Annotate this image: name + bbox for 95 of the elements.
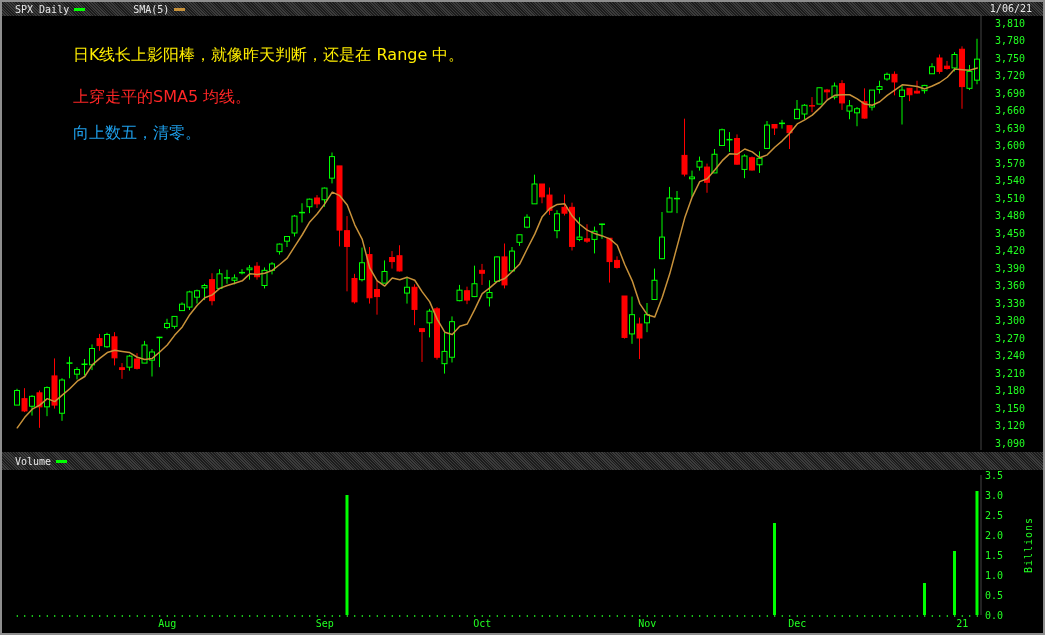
y-tick-label: 2.0 — [985, 529, 1004, 541]
candlestick — [404, 276, 410, 305]
candlestick — [629, 296, 635, 345]
candlestick — [764, 120, 770, 149]
annotation: 上穿走平的SMA5 均线。 — [73, 87, 252, 106]
candlestick — [471, 265, 478, 298]
candlestick — [891, 70, 898, 96]
bar — [975, 491, 979, 615]
candlestick — [741, 153, 748, 179]
candlestick — [899, 84, 905, 125]
y-tick-label: 1.5 — [985, 549, 1004, 561]
candlestick — [111, 331, 118, 366]
legend-label: Volume — [15, 455, 52, 467]
y-tick-label: 3,600 — [995, 140, 1026, 152]
candlestick — [44, 385, 50, 417]
bar — [773, 523, 776, 615]
candlestick — [479, 263, 485, 286]
y-tick-label: 0.0 — [985, 609, 1004, 621]
y-tick-label: 3.5 — [985, 469, 1004, 481]
candlestick — [36, 390, 43, 429]
y-tick-label: 0.5 — [985, 589, 1004, 601]
y-tick-label: 3.0 — [985, 489, 1004, 501]
candlestick — [381, 259, 388, 284]
x-tick-label: 21 — [956, 618, 969, 630]
candlestick — [351, 273, 358, 305]
y-tick-label: 3,090 — [995, 437, 1026, 449]
candlestick — [486, 279, 493, 307]
annotation: 向上数五，清零。 — [73, 123, 201, 142]
legend-label: SPX Daily — [15, 3, 70, 15]
y-tick-label: 1.0 — [985, 569, 1004, 581]
candlestick — [659, 211, 665, 260]
candlestick — [531, 174, 538, 205]
y-tick-label: 3,690 — [995, 87, 1026, 99]
candlestick — [584, 223, 590, 244]
y-tick-label: 3,660 — [995, 105, 1026, 117]
y-tick-label: 3,210 — [995, 367, 1026, 379]
candlestick — [786, 125, 793, 150]
y-tick-label: 3,570 — [995, 157, 1026, 169]
y-tick-label: 3,780 — [995, 35, 1026, 47]
y-tick-label: 3,540 — [995, 175, 1026, 187]
annotation: 日K线长上影阳棒，就像昨天判断，还是在 Range 中。 — [73, 45, 465, 64]
candlestick — [651, 268, 658, 300]
y-tick-label: 3,300 — [995, 315, 1026, 327]
candlestick — [636, 317, 643, 360]
candlestick — [119, 362, 125, 380]
x-tick-label: Dec — [788, 618, 807, 630]
candlestick — [284, 236, 290, 248]
candlestick — [29, 394, 35, 417]
y-tick-label: 3,390 — [995, 262, 1026, 274]
y-tick-label: 2.5 — [985, 509, 1004, 521]
y-tick-label: 3,150 — [995, 402, 1026, 414]
candlestick — [756, 150, 763, 174]
y-tick-label: 3,720 — [995, 70, 1026, 82]
y-tick-label: 3,450 — [995, 227, 1026, 239]
y-tick-label: 3,180 — [995, 385, 1026, 397]
y-tick-label: 3,510 — [995, 192, 1026, 204]
y-tick-label: 3,360 — [995, 280, 1026, 292]
x-tick-label: Nov — [638, 618, 657, 630]
candlestick — [554, 209, 560, 239]
y-tick-label: 3,750 — [995, 52, 1026, 64]
bar — [345, 495, 349, 615]
text: 1/06/21 — [989, 3, 1032, 14]
candlestick — [861, 87, 868, 120]
candlestick — [808, 96, 816, 113]
candlestick — [411, 283, 418, 326]
bar — [953, 551, 956, 615]
y-tick-label: 3,630 — [995, 122, 1026, 134]
y-tick-label: 3,330 — [995, 297, 1026, 309]
y-tick-label: 3,480 — [995, 210, 1026, 222]
candlestick — [951, 51, 958, 72]
y-tick-label: 3,810 — [995, 17, 1026, 29]
y-tick-label: 3,270 — [995, 332, 1026, 344]
candlestick — [689, 170, 695, 198]
y-tick-label: 3,420 — [995, 245, 1026, 257]
candlestick — [209, 272, 215, 306]
candlestick — [65, 356, 74, 379]
candlestick — [359, 247, 365, 282]
candlestick — [681, 118, 688, 177]
candlestick — [74, 366, 80, 380]
candlestick — [426, 308, 433, 338]
candlestick — [329, 152, 335, 184]
y-axis-title: Billions — [1022, 516, 1034, 574]
candlestick — [576, 216, 583, 242]
legend-label: SMA(5) — [133, 3, 170, 15]
x-tick-label: Sep — [315, 618, 334, 630]
y-tick-label: 3,120 — [995, 420, 1026, 432]
y-tick-label: 3,240 — [995, 350, 1026, 362]
candlestick — [704, 163, 710, 194]
candlestick — [321, 187, 328, 208]
x-tick-label: Oct — [473, 618, 492, 630]
candlestick — [824, 88, 830, 100]
x-tick-label: Aug — [158, 618, 177, 630]
candlestick — [419, 328, 425, 363]
candlestick — [839, 79, 845, 111]
bar — [923, 583, 926, 615]
